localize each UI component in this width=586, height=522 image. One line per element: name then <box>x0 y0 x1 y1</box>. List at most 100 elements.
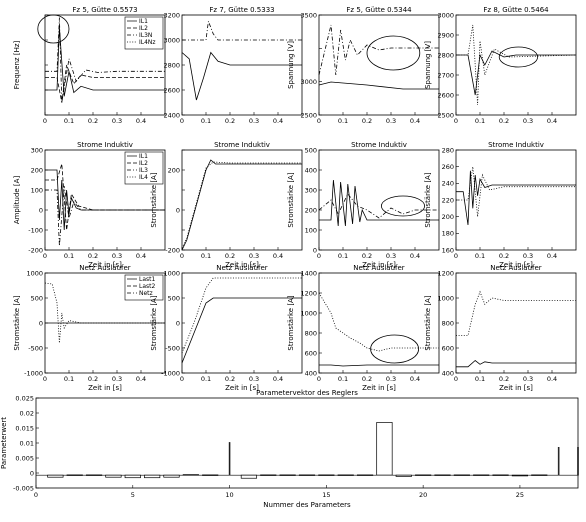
series-line <box>318 193 439 219</box>
x-tick-label: 0.4 <box>273 117 283 125</box>
chart-panel-10: Netz Ausläufer 0 0.1 0.2 0.3 0.4 -1000 -500 0 500… <box>150 264 303 392</box>
x-axis-label: Zeit in [s] <box>88 261 122 269</box>
x-tick-label: 0.1 <box>475 252 485 260</box>
y-tick-label: 0.005 <box>15 454 34 462</box>
bar <box>337 474 354 476</box>
y-tick-label: 600 <box>305 349 317 357</box>
plot-frame <box>318 272 440 374</box>
series-line <box>319 179 439 227</box>
y-tick-label: 400 <box>305 166 317 174</box>
y-tick-label: 1000 <box>163 269 180 277</box>
x-tick-label: 25 <box>516 491 524 499</box>
bar <box>531 474 548 476</box>
x-tick-label: 0.3 <box>249 117 259 125</box>
series-line <box>45 185 165 247</box>
y-tick-label: 800 <box>305 329 317 337</box>
x-tick-label: 0.4 <box>547 375 557 383</box>
x-tick-label: 0.2 <box>362 375 372 383</box>
x-tick-label: 0.3 <box>249 252 259 260</box>
y-axis-label: Stromstärke [A] <box>287 172 295 227</box>
bar <box>105 474 122 478</box>
chart-panel-7: Strome Induktiv 0 0.1 0.2 0.3 0.4 0 100 200 300 40… <box>287 141 440 269</box>
y-tick-label: 1400 <box>300 269 317 277</box>
y-tick-label: 220 <box>442 196 454 204</box>
plot-frame <box>35 397 579 489</box>
series-line <box>456 359 576 368</box>
x-tick-label: 0.3 <box>386 252 396 260</box>
legend-entry: IL4Nz <box>139 39 156 46</box>
x-tick-label: 0.2 <box>88 375 98 383</box>
chart-title: Fz 7, Gütte 0.5333 <box>209 6 274 14</box>
y-tick-label: 200 <box>442 213 454 221</box>
x-tick-label: 0.4 <box>136 117 146 125</box>
y-tick-label: 180 <box>442 230 454 238</box>
y-axis-label: Stromstärke [A] <box>424 172 432 227</box>
x-axis-label: Nummer des Parameters <box>263 501 351 509</box>
bar <box>202 474 219 476</box>
y-tick-label: 200 <box>168 166 180 174</box>
y-axis-label: Spannung [V] <box>424 41 432 89</box>
bar <box>473 474 490 476</box>
y-tick-label: 2900 <box>437 31 454 39</box>
annotation-ellipse <box>370 334 420 364</box>
y-axis-label: Stromstärke [A] <box>424 295 432 350</box>
x-tick-label: 0.1 <box>64 117 74 125</box>
chart-panel-9: Netz Ausläufer 0 0.1 0.2 0.3 0.4 -1000 -500 0 500… <box>13 264 166 392</box>
x-tick-label: 0 <box>43 375 47 383</box>
chart-title: Strome Induktiv <box>488 141 544 149</box>
y-tick-label: 400 <box>442 369 454 377</box>
x-tick-label: 0.2 <box>225 117 235 125</box>
x-axis-label: Zeit in [s] <box>499 261 533 269</box>
legend-entry: Last1 <box>139 276 155 283</box>
x-tick-label: 0.1 <box>64 375 74 383</box>
legend-entry: IL2 <box>139 160 148 167</box>
chart-panel-8: Strome Induktiv 0 0.1 0.2 0.3 0.4 160 180 200 220… <box>424 141 577 269</box>
x-tick-label: 0.4 <box>410 375 420 383</box>
annotation-ellipse <box>366 35 421 71</box>
x-tick-label: 0.2 <box>499 375 509 383</box>
chart-title: Fz 5, Gütte 0.5573 <box>72 6 137 14</box>
chart-panel-4: Fz 8, Gütte 0.5464 0 0.1 0.2 0.3 0.4 2500 2600 2… <box>424 6 577 125</box>
x-tick-label: 0.1 <box>475 117 485 125</box>
chart-title: Fz 5, Gütte 0.5344 <box>346 6 412 14</box>
chart-panel-3: Fz 5, Gütte 0.5344 0 0.1 0.2 0.3 0.4 2500 3000 3… <box>287 6 440 125</box>
x-tick-label: 0.2 <box>88 252 98 260</box>
x-tick-label: 0.3 <box>523 252 533 260</box>
chart-title: Netz Ausläufer <box>79 264 131 272</box>
bar <box>356 474 374 476</box>
chart-title: Netz Ausläufer <box>490 264 542 272</box>
plot-frame <box>181 149 303 251</box>
y-tick-label: -0.005 <box>13 484 34 492</box>
legend-entry: IL2 <box>139 25 148 32</box>
bar <box>492 474 509 476</box>
y-tick-label: 2800 <box>437 51 454 59</box>
plot-frame <box>181 272 303 374</box>
y-tick-label: 0.015 <box>15 424 34 432</box>
x-tick-label: 0.2 <box>499 117 509 125</box>
y-tick-label: 500 <box>168 294 180 302</box>
x-tick-label: 0.3 <box>523 117 533 125</box>
y-tick-label: 0.01 <box>20 439 34 447</box>
x-tick-label: 0.2 <box>362 117 372 125</box>
x-tick-label: 0.1 <box>201 252 211 260</box>
annotation-ellipse <box>380 195 425 217</box>
y-tick-label: 2400 <box>163 111 180 119</box>
y-tick-label: 280 <box>442 146 454 154</box>
chart-title: Netz Ausläufer <box>216 264 268 272</box>
bar <box>511 474 529 477</box>
x-tick-label: 0.4 <box>273 252 283 260</box>
chart-title: Strome Induktiv <box>77 141 133 149</box>
series-line <box>44 282 165 344</box>
y-axis-label: Stromstärke [A] <box>150 295 158 350</box>
y-tick-label: 0.025 <box>15 394 34 402</box>
series-line <box>45 64 165 103</box>
y-tick-label: -1000 <box>24 369 43 377</box>
x-tick-label: 0.1 <box>201 375 211 383</box>
y-tick-label: 0 <box>30 469 34 477</box>
y-tick-label: 1200 <box>437 269 454 277</box>
x-tick-label: 0.3 <box>249 375 259 383</box>
y-axis-label: Stromstärke [A] <box>13 295 21 350</box>
series-line <box>181 297 302 364</box>
y-tick-label: 260 <box>442 163 454 171</box>
y-axis-label: Stromstärke [A] <box>287 295 295 350</box>
